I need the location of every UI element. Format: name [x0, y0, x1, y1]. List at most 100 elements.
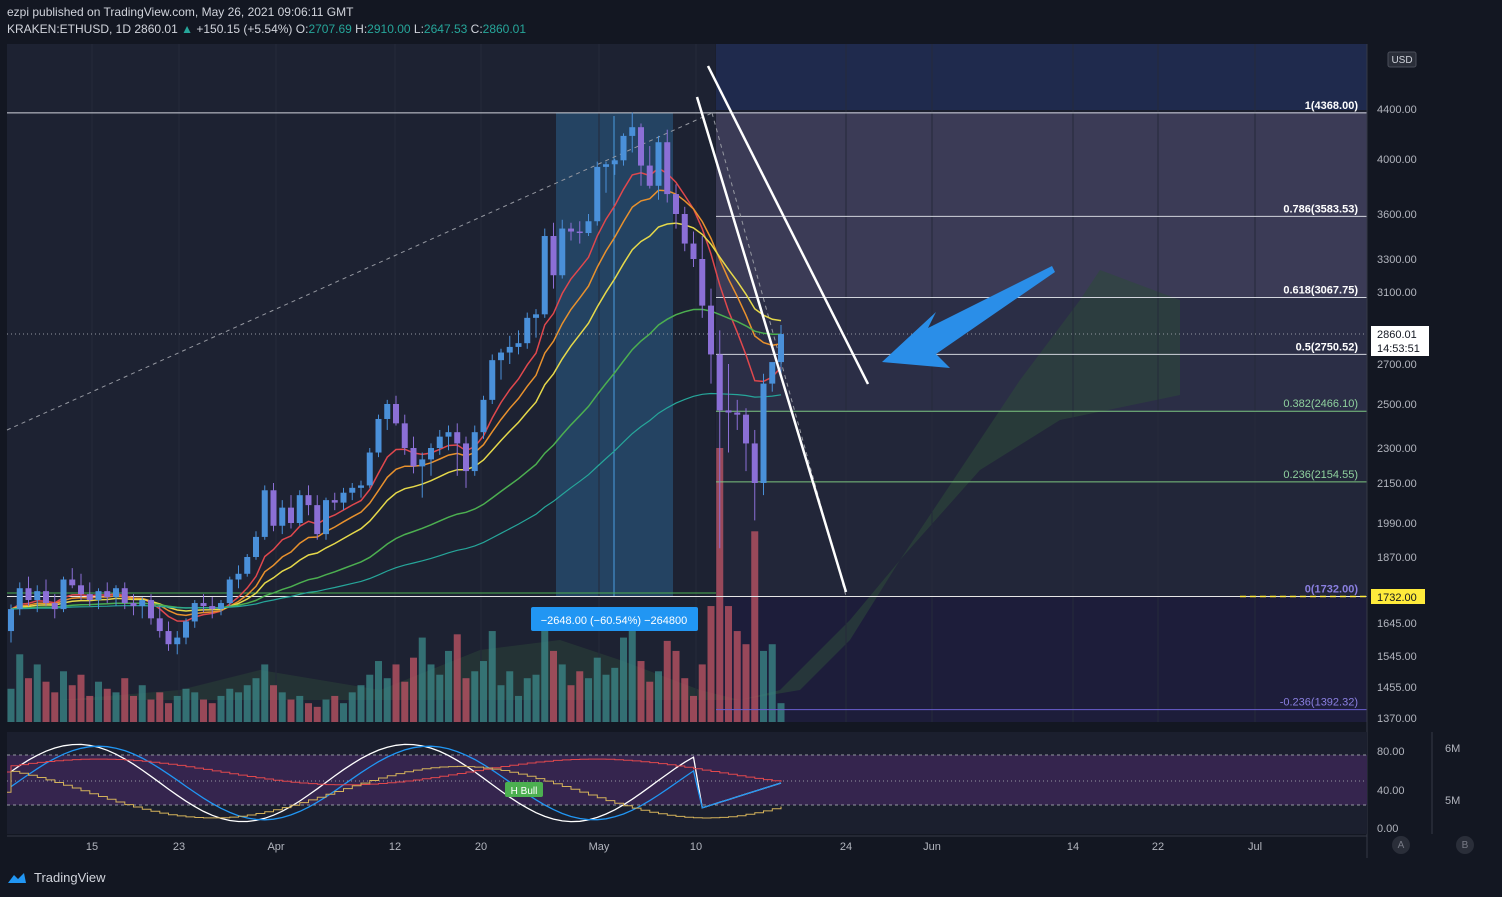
time-tick-label: Apr — [267, 841, 284, 853]
volume-bar — [322, 699, 330, 722]
measure-label: −2648.00 (−60.54%) −264800 — [541, 615, 688, 627]
candle-body — [156, 618, 163, 632]
candle-body — [130, 603, 137, 607]
volume-bar — [383, 678, 391, 722]
volume-bar — [453, 634, 461, 722]
volume-bar — [576, 671, 584, 722]
candle-body — [690, 243, 697, 259]
candle-body — [191, 603, 198, 622]
candle-body — [305, 495, 312, 506]
fib-label: 0.786(3583.53) — [1283, 203, 1358, 215]
countdown-label: 14:53:51 — [1377, 343, 1420, 355]
candle-body — [331, 500, 338, 503]
brand-name: TradingView — [34, 870, 106, 885]
auto-scale-button[interactable]: A — [1392, 836, 1410, 854]
fib-zone-1 — [716, 112, 1367, 298]
candle-body — [428, 448, 434, 460]
candle-body — [104, 591, 111, 598]
h-bull-badge — [505, 782, 543, 797]
time-tick-label: 22 — [1152, 841, 1164, 853]
currency-badge — [1387, 51, 1417, 68]
price-tick-label: 2150.00 — [1377, 478, 1417, 490]
h-bull-label: H Bull — [511, 786, 538, 797]
volume-bar — [620, 637, 627, 722]
volume-bar — [16, 654, 24, 722]
candle-body — [410, 448, 417, 467]
fib-zone-3 — [716, 412, 1367, 596]
close-value: 2860.01 — [482, 22, 527, 36]
volume-scale-label: 5M — [1445, 795, 1460, 807]
candle-body — [594, 166, 601, 222]
volume-bar — [77, 674, 85, 722]
volume-bar — [742, 644, 750, 722]
candle-body — [708, 305, 714, 355]
volume-bar — [655, 671, 662, 722]
symbol-name[interactable]: KRAKEN:ETHUSD, 1D — [7, 22, 132, 36]
volume-bar — [585, 678, 592, 722]
candle-body — [401, 423, 408, 448]
volume-bar — [252, 678, 260, 722]
volume-bar — [357, 685, 365, 722]
volume-bar — [628, 621, 636, 722]
volume-bar — [42, 681, 50, 722]
volume-bar — [497, 685, 505, 722]
candle-body — [209, 606, 216, 610]
candle-body — [60, 579, 67, 610]
time-tick-label: 23 — [173, 841, 185, 853]
volume-bar — [243, 685, 251, 722]
close-label: C: — [470, 22, 483, 36]
volume-bar — [637, 661, 645, 722]
candle-body — [699, 259, 706, 306]
candle-body — [349, 487, 356, 493]
time-tick-label: Jul — [1248, 841, 1262, 853]
candle-body — [253, 536, 259, 557]
fib-label: 0.5(2750.52) — [1296, 341, 1359, 353]
volume-bar — [217, 695, 225, 722]
level-tag-value: 1732.00 — [1377, 592, 1417, 604]
candle-body — [585, 221, 592, 234]
volume-bar — [663, 640, 671, 722]
volume-bar — [392, 664, 400, 722]
ichimoku-cloud — [740, 270, 1180, 700]
volume-bar — [208, 703, 216, 722]
volume-bar — [716, 448, 724, 722]
volume-bar — [25, 678, 32, 722]
volume-bar — [462, 678, 470, 722]
price-tick-label: 2300.00 — [1377, 443, 1417, 455]
candle-body — [498, 352, 504, 361]
candle-body — [550, 236, 557, 276]
scale-b-button[interactable]: B — [1456, 836, 1474, 854]
volume-bar — [296, 695, 304, 722]
volume-bar — [427, 664, 435, 722]
tradingview-logo[interactable]: TradingView — [6, 870, 106, 885]
volume-bar — [173, 695, 181, 722]
volume-bar — [480, 661, 487, 722]
candle-body — [296, 495, 303, 523]
candle-body — [419, 459, 426, 467]
volume-bar — [112, 692, 120, 722]
volume-bar — [488, 631, 496, 722]
measure-label-bg — [531, 607, 698, 631]
candle-body — [734, 412, 741, 415]
volume-bar — [270, 685, 277, 722]
price-tick-label: 4400.00 — [1377, 104, 1417, 116]
volume-bar — [348, 692, 356, 722]
candle-body — [139, 600, 146, 607]
volume-bar — [777, 703, 785, 722]
candle-body — [384, 404, 391, 419]
volume-bar — [7, 688, 15, 722]
candle-body — [568, 228, 574, 232]
candle-body — [664, 142, 671, 195]
fib-label: -0.236(1392.32) — [1280, 697, 1358, 709]
open-label: O: — [295, 22, 309, 36]
published-line: ezpi published on TradingView.com, May 2… — [7, 5, 354, 19]
price-axis — [1367, 44, 1502, 732]
time-tick-label: 24 — [840, 841, 852, 853]
volume-bar — [130, 695, 137, 722]
currency-label: USD — [1391, 55, 1412, 66]
rsi-step-line — [7, 758, 782, 786]
candle-body — [611, 160, 618, 165]
low-value: 2647.53 — [423, 22, 468, 36]
candle-body — [43, 591, 49, 604]
